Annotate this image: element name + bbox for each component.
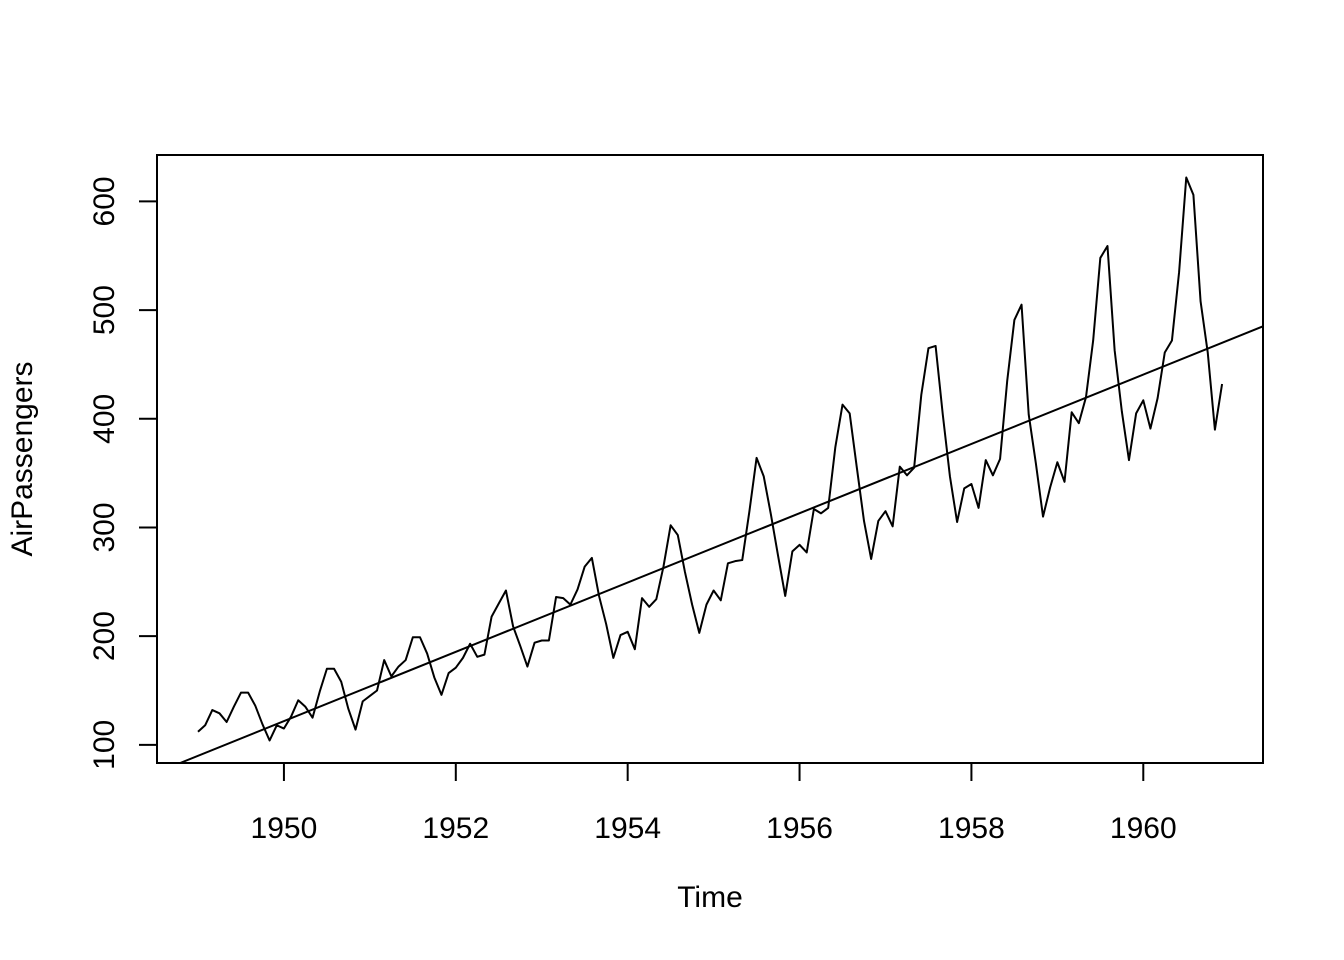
x-tick-label: 1956 [766, 812, 833, 845]
x-tick-label: 1960 [1110, 812, 1177, 845]
x-tick-label: 1958 [938, 812, 1005, 845]
y-tick-label: 500 [88, 285, 121, 335]
x-axis-title: Time [677, 881, 743, 914]
y-tick-label: 200 [88, 611, 121, 661]
trend-line [179, 325, 1264, 764]
y-tick-label: 600 [88, 176, 121, 226]
airpassengers-series-line [197, 176, 1224, 742]
x-tick-label: 1952 [422, 812, 489, 845]
x-tick-label: 1954 [594, 812, 661, 845]
y-axis-title: AirPassengers [6, 361, 39, 557]
y-tick-label: 400 [88, 394, 121, 444]
x-tick-label: 1950 [251, 812, 318, 845]
y-tick-label: 100 [88, 720, 121, 770]
y-tick-label: 300 [88, 502, 121, 552]
plot-border [156, 154, 1264, 764]
